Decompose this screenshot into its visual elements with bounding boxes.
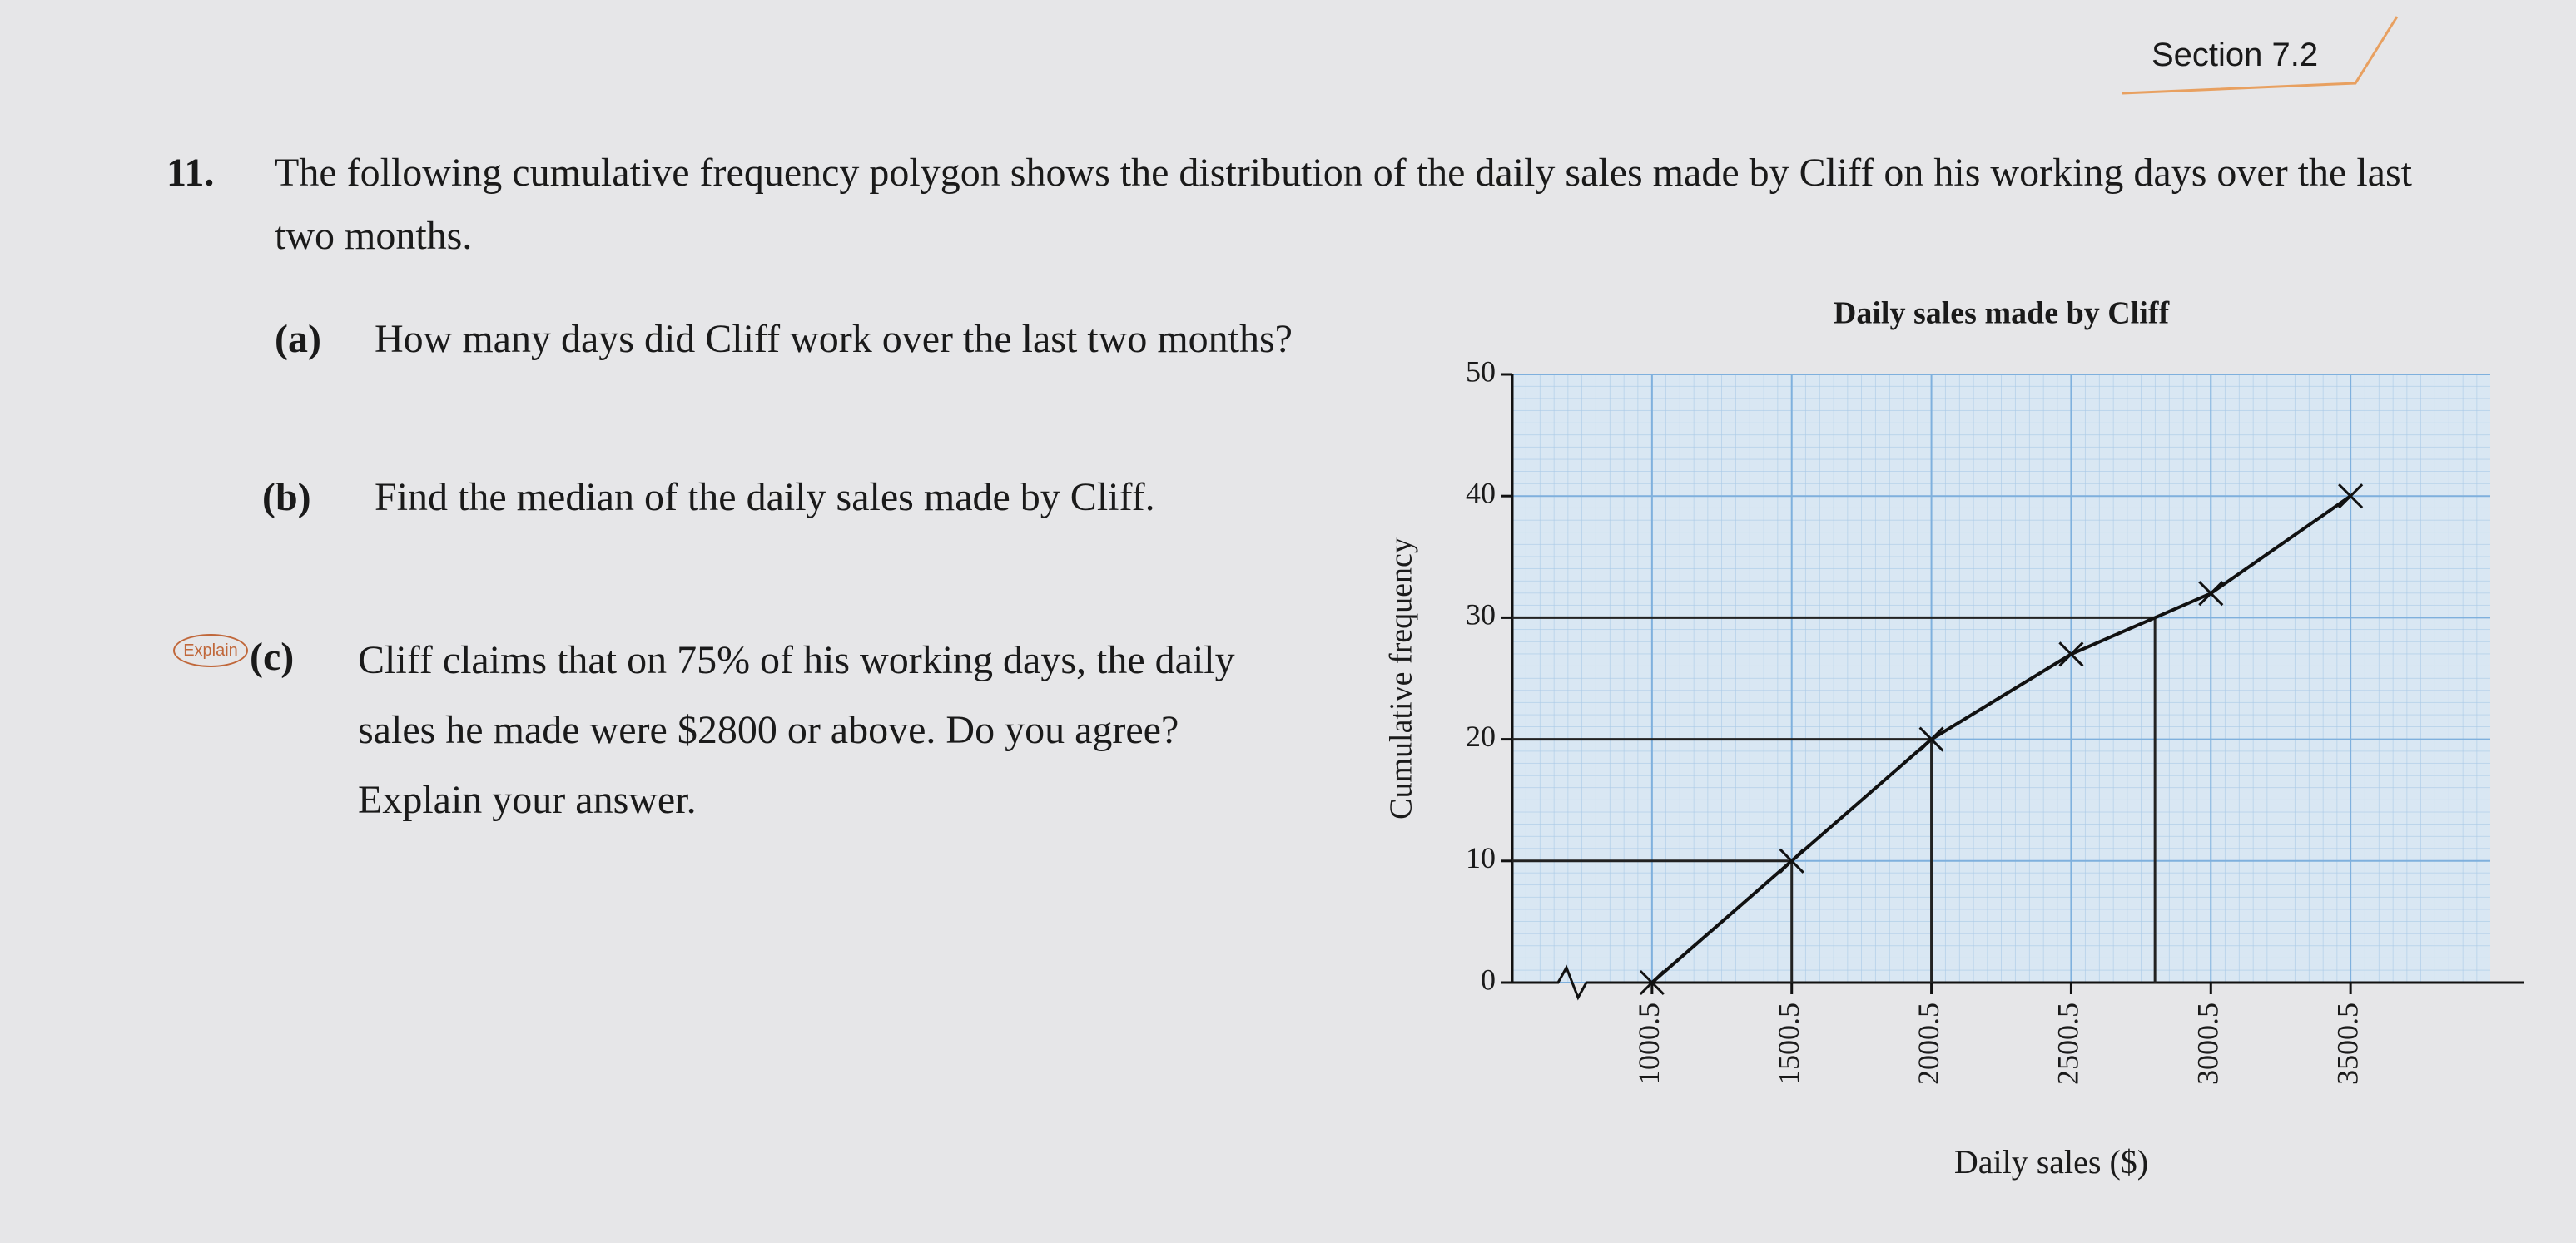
section-underline [2122,16,2399,95]
part-label: (a) [275,317,321,361]
part-label: (c) [250,635,295,679]
y-tick-label: 30 [1466,598,1496,631]
chart-title: Daily sales made by Cliff [1834,296,2171,331]
part-text: How many days did Cliff work over the la… [375,317,1293,361]
point-cross [2198,581,2224,607]
point-cross [2338,483,2364,509]
x-axis-label: Daily sales ($) [1954,1143,2148,1181]
x-axis [1512,964,2524,1001]
x-tick-label: 2500.5 [2052,1003,2085,1085]
x-tick-label: 1500.5 [1772,1003,1805,1085]
part-text: Find the median of the daily sales made … [375,475,1155,519]
y-axis-label: Cumulative frequency [1384,537,1419,820]
y-tick-label: 20 [1466,720,1496,753]
point-cross [1779,848,1804,874]
x-tick-label: 1000.5 [1632,1003,1665,1085]
y-tick-label: 50 [1466,354,1496,388]
minor-grid [1512,374,2490,983]
question-number: 11. [166,151,215,195]
question-text: The following cumulative frequency polyg… [275,151,2412,258]
point-cross [1639,969,1665,996]
part-text: Cliff claims that on 75% of his working … [358,638,1235,822]
section-label: Section 7.2 [2152,37,2319,73]
polygon-line [1650,494,2352,984]
x-tick-label: 2000.5 [1912,1003,1945,1085]
y-tick-label: 10 [1466,841,1496,874]
explain-badge: Explain [173,634,248,667]
y-tick-label: 40 [1466,476,1496,509]
x-tick-label: 3500.5 [2330,1003,2364,1085]
part-label: (b) [262,475,311,519]
point-cross [1918,726,1944,752]
y-tick-label: 0 [1481,963,1496,996]
x-tick-label: 3000.5 [2191,1003,2225,1085]
point-cross [2058,641,2084,667]
